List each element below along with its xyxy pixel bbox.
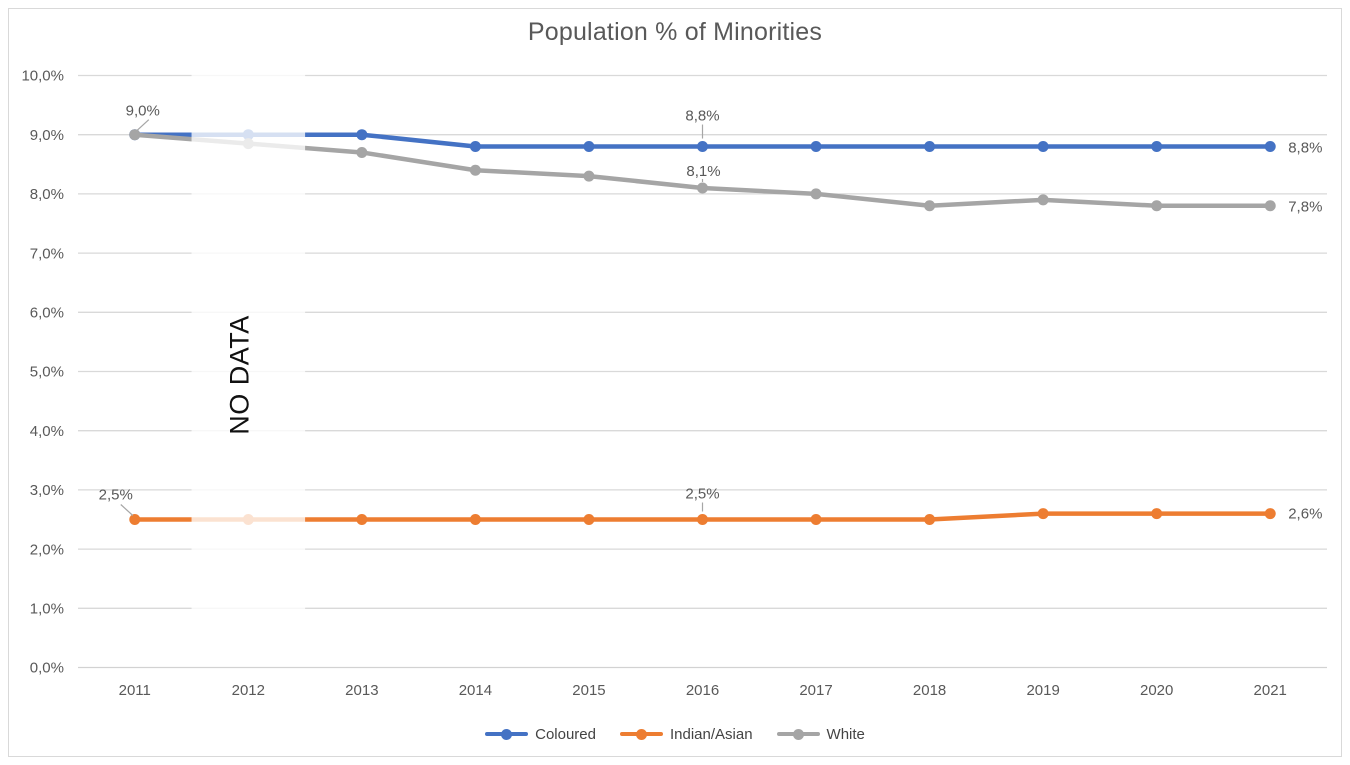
- svg-text:8,8%: 8,8%: [685, 108, 719, 125]
- legend-label: Indian/Asian: [669, 725, 753, 743]
- svg-text:8,0%: 8,0%: [30, 186, 64, 203]
- chart-title: Population % of Minorities: [527, 18, 823, 46]
- svg-text:10,0%: 10,0%: [21, 68, 64, 85]
- svg-text:7,0%: 7,0%: [30, 245, 64, 262]
- svg-text:2017: 2017: [799, 682, 832, 699]
- svg-text:2012: 2012: [232, 682, 265, 699]
- svg-text:2,6%: 2,6%: [1288, 506, 1322, 523]
- svg-text:9,0%: 9,0%: [126, 103, 160, 120]
- svg-text:2,5%: 2,5%: [99, 487, 133, 504]
- svg-text:1,0%: 1,0%: [30, 601, 64, 618]
- legend-label: Coloured: [535, 725, 596, 743]
- svg-text:7,8%: 7,8%: [1288, 199, 1322, 216]
- svg-text:4,0%: 4,0%: [30, 423, 64, 440]
- legend-label: White: [826, 725, 865, 743]
- legend-line-marker-icon: [485, 728, 529, 740]
- svg-text:2021: 2021: [1254, 682, 1287, 699]
- x-axis-labels: 2011 2012 2013 2014 2015 2016 2017 2018 2019 2020…: [119, 682, 1287, 699]
- svg-text:2020: 2020: [1140, 682, 1173, 699]
- svg-text:2,5%: 2,5%: [685, 486, 719, 503]
- legend-item-coloured[interactable]: Coloured: [485, 726, 596, 743]
- no-data-label: NO DATA: [224, 315, 254, 435]
- svg-text:8,8%: 8,8%: [1288, 140, 1322, 157]
- svg-text:2016: 2016: [686, 682, 719, 699]
- no-data-band: [191, 68, 306, 664]
- legend-item-white[interactable]: White: [776, 725, 865, 743]
- legend-line-marker-icon: [619, 728, 663, 740]
- y-axis-labels: 0,0% 1,0% 2,0% 3,0% 4,0% 5,0% 6,0% 7,0% 8,0% 9,0%…: [21, 68, 64, 677]
- svg-text:2011: 2011: [119, 682, 151, 699]
- svg-text:9,0%: 9,0%: [30, 127, 64, 144]
- svg-text:6,0%: 6,0%: [30, 305, 64, 322]
- svg-text:2019: 2019: [1026, 682, 1059, 699]
- legend-item-indian-asian[interactable]: Indian/Asian: [619, 725, 753, 743]
- chart-legend: Coloured Indian/Asian White: [0, 720, 1350, 748]
- svg-text:2018: 2018: [913, 682, 946, 699]
- svg-text:5,0%: 5,0%: [30, 364, 64, 381]
- svg-text:3,0%: 3,0%: [30, 482, 64, 499]
- svg-text:2014: 2014: [459, 682, 492, 699]
- svg-text:8,1%: 8,1%: [686, 163, 720, 180]
- legend-line-marker-icon: [776, 728, 820, 740]
- svg-text:2015: 2015: [572, 682, 605, 699]
- svg-text:2013: 2013: [345, 682, 378, 699]
- data-labels: 9,0% 2,5% 8,8% 8,1% 2,5% 8,8% 7,8% 2,6%: [99, 103, 1323, 523]
- svg-text:2,0%: 2,0%: [30, 541, 64, 558]
- svg-text:0,0%: 0,0%: [30, 660, 64, 677]
